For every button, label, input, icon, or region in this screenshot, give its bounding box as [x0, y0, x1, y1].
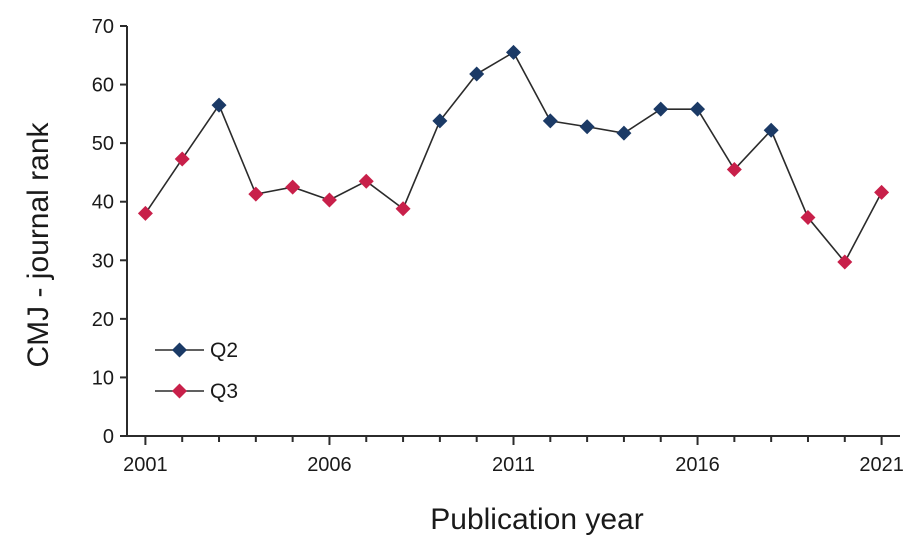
legend-label: Q2: [210, 339, 238, 362]
y-ticks: 0 10 20 30 40 50 60 70: [92, 16, 127, 448]
data-point-2010: [469, 66, 485, 82]
data-point-2020: [837, 254, 853, 270]
data-point-2009: [432, 113, 448, 129]
x-tick-label: 2021: [859, 454, 904, 476]
data-point-2001: [137, 205, 153, 221]
x-tick-label: 2001: [123, 454, 168, 476]
x-tick-label: 2011: [492, 454, 535, 476]
y-tick-label: 60: [92, 75, 114, 97]
data-point-2006: [321, 192, 337, 208]
data-point-2021: [874, 184, 890, 200]
data-point-2017: [726, 162, 742, 177]
data-point-2015: [653, 101, 669, 117]
y-tick-label: 40: [92, 192, 114, 214]
y-tick-label: 0: [103, 426, 114, 448]
legend: Q2 Q3: [155, 339, 238, 403]
series-line: [144, 51, 883, 264]
data-point-2016: [690, 101, 706, 117]
y-tick-label: 30: [92, 250, 114, 272]
x-axis-title: Publication year: [430, 503, 643, 536]
series: [137, 44, 890, 270]
y-tick-label: 20: [92, 309, 114, 331]
axes: [126, 26, 900, 437]
y-axis-title: CMJ - journal rank: [22, 121, 55, 367]
x-tick-label: 2016: [675, 454, 720, 476]
y-tick-label: 50: [92, 133, 114, 155]
data-point-2014: [616, 125, 632, 141]
y-tick-label: 70: [92, 16, 114, 38]
data-point-2007: [358, 173, 374, 189]
y-tick-label: 10: [92, 367, 114, 389]
legend-marker: [172, 342, 187, 358]
legend-marker: [172, 383, 187, 399]
data-point-2011: [506, 44, 521, 60]
legend-label: Q3: [210, 380, 238, 403]
data-point-2005: [285, 179, 301, 195]
x-tick-label: 2006: [307, 454, 352, 476]
data-point-2013: [579, 119, 595, 135]
data-point-2018: [763, 122, 779, 138]
data-point-2008: [395, 201, 411, 217]
data-point-2004: [248, 186, 264, 202]
data-point-2012: [542, 113, 558, 129]
data-point-2019: [800, 210, 816, 226]
x-ticks: 2001 2006 2011 2016 2021: [123, 436, 904, 476]
data-point-2002: [174, 151, 190, 167]
data-point-2003: [211, 97, 227, 113]
